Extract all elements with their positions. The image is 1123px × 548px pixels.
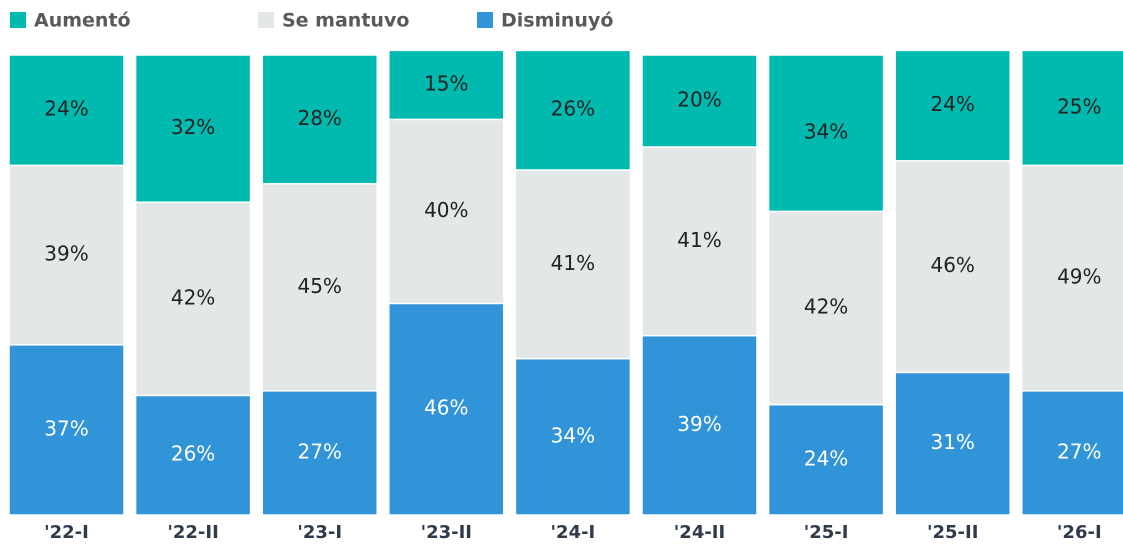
bar-segment xyxy=(1021,164,1123,392)
value-label: 45% xyxy=(297,274,341,298)
bar-segment xyxy=(641,334,758,516)
value-label: 39% xyxy=(44,242,88,266)
legend-label: Disminuyó xyxy=(501,10,613,32)
value-label: 15% xyxy=(424,71,468,95)
value-label: 34% xyxy=(551,423,595,447)
bar-segment xyxy=(261,183,378,392)
bar-segment xyxy=(514,357,632,516)
value-label: 24% xyxy=(804,446,848,470)
value-label: 37% xyxy=(44,416,88,440)
x-tick-label: '25-II xyxy=(927,522,978,543)
value-label: 34% xyxy=(804,120,848,144)
value-label: 31% xyxy=(930,430,974,454)
legend-label: Aumentó xyxy=(34,10,131,32)
value-label: 27% xyxy=(1057,439,1101,463)
value-label: 32% xyxy=(171,115,215,139)
value-label: 24% xyxy=(930,92,974,116)
value-label: 27% xyxy=(297,439,341,463)
value-label: 24% xyxy=(44,97,88,121)
bar-segment xyxy=(261,390,378,516)
x-tick-label: '24-I xyxy=(551,522,596,543)
bar-segment xyxy=(388,118,505,305)
value-label: 46% xyxy=(424,396,468,420)
legend-swatch xyxy=(258,12,274,28)
legend-swatch xyxy=(477,12,493,28)
value-label: 39% xyxy=(677,412,721,436)
value-label: 42% xyxy=(171,285,215,309)
x-tick-label: '25-I xyxy=(804,522,849,543)
value-label: 28% xyxy=(297,106,341,130)
value-label: 40% xyxy=(424,198,468,222)
bar-segment xyxy=(1021,390,1123,516)
x-tick-label: '24-II xyxy=(674,522,725,543)
bar-segment xyxy=(8,164,125,346)
bar-segment xyxy=(641,146,758,337)
x-tick-label: '22-II xyxy=(167,522,218,543)
value-label: 42% xyxy=(804,295,848,319)
bar-segment xyxy=(8,344,125,516)
bar-segment xyxy=(134,394,252,516)
bar-segment xyxy=(388,49,505,121)
bar-segment xyxy=(767,210,885,406)
value-label: 46% xyxy=(930,253,974,277)
value-label: 26% xyxy=(171,442,215,466)
value-label: 25% xyxy=(1057,94,1101,118)
bar-segment xyxy=(388,302,505,516)
value-label: 49% xyxy=(1057,265,1101,289)
value-label: 20% xyxy=(677,88,721,112)
x-tick-label: '22-I xyxy=(44,522,89,543)
legend-swatch xyxy=(10,12,26,28)
value-label: 26% xyxy=(551,97,595,121)
bar-segment xyxy=(261,54,378,185)
bar-segment xyxy=(894,49,1011,162)
bar-segment xyxy=(8,54,125,167)
bar-segment xyxy=(134,54,252,203)
bar-segment xyxy=(134,201,252,397)
value-label: 41% xyxy=(551,251,595,275)
bar-segment xyxy=(641,54,758,148)
bar-segment xyxy=(1021,49,1123,167)
x-tick-label: '23-I xyxy=(297,522,342,543)
bar-segment xyxy=(767,403,885,516)
bar-segment xyxy=(894,160,1011,374)
value-label: 41% xyxy=(677,228,721,252)
bar-segment xyxy=(767,54,885,213)
x-tick-label: '23-II xyxy=(421,522,472,543)
legend-label: Se mantuvo xyxy=(282,10,409,32)
x-tick-label: '26-I xyxy=(1057,522,1102,543)
bar-segment xyxy=(514,49,632,171)
